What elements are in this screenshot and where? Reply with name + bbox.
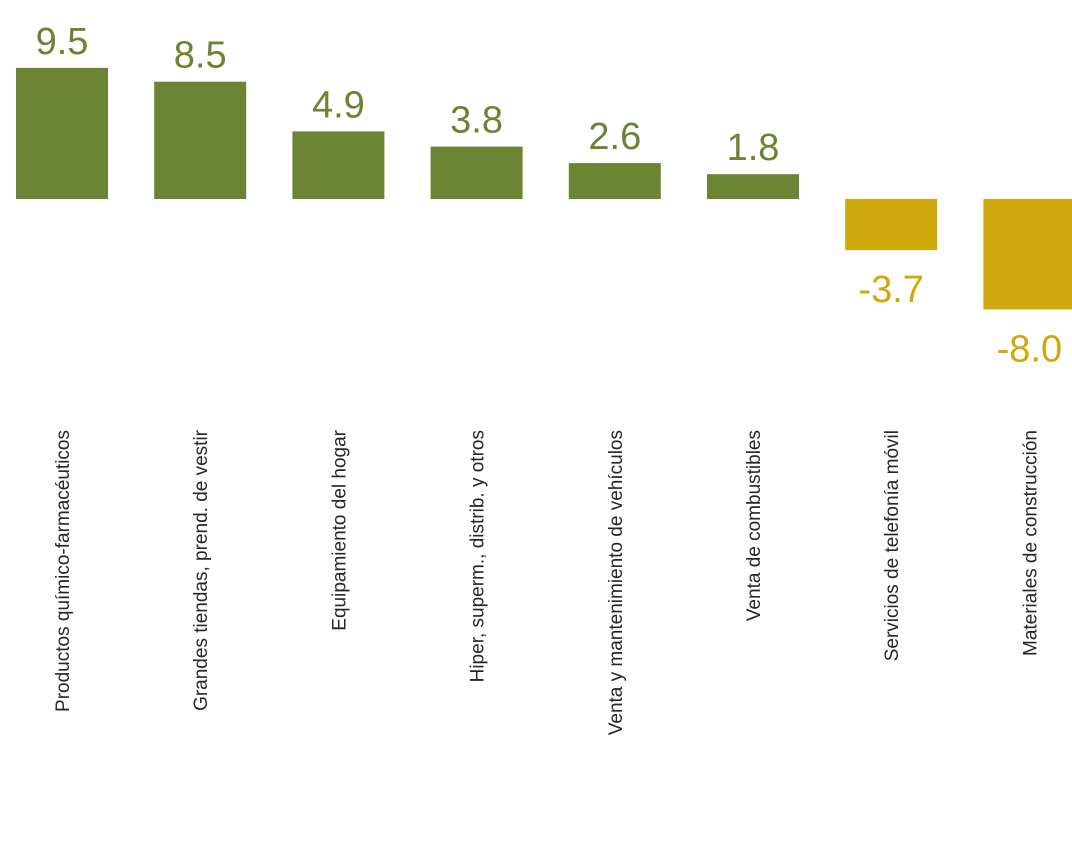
value-label-2: 8.5: [174, 35, 227, 77]
bar-3: [292, 131, 385, 199]
value-labels-group: 9.5 8.5 4.9 3.8 2.6 1.8 -3.7 -8.0: [36, 21, 1063, 370]
bar-8: [983, 199, 1072, 310]
bar-7: [845, 199, 938, 251]
value-label-6: 1.8: [727, 127, 780, 169]
category-labels-group: Productos químico-farmacéuticos Grandes t…: [53, 429, 1041, 735]
category-label-6: Venta de combustibles: [744, 430, 765, 621]
category-label-4: Hiper, superm., distrib. y otros: [468, 430, 489, 682]
bar-2: [154, 81, 247, 199]
value-label-4: 3.8: [450, 100, 503, 142]
value-label-8: -8.0: [997, 328, 1062, 370]
category-label-3: Equipamiento del hogar: [329, 429, 350, 630]
bar-6: [707, 174, 799, 199]
category-label-5: Venta y mantenimiento de vehículos: [606, 430, 627, 735]
value-label-1: 9.5: [36, 21, 89, 63]
bar-4: [430, 146, 523, 199]
bars-group: [16, 67, 1072, 310]
category-label-2: Grandes tiendas, prend. de vestir: [191, 429, 212, 711]
category-label-1: Productos químico-farmacéuticos: [53, 430, 74, 712]
category-label-8: Materiales de construcción: [1020, 430, 1041, 656]
value-label-5: 2.6: [588, 116, 641, 158]
value-label-3: 4.9: [312, 84, 365, 126]
bar-5: [568, 163, 661, 199]
value-label-7: -3.7: [858, 269, 923, 311]
category-label-7: Servicios de telefonía móvil: [882, 430, 903, 661]
bar-1: [16, 67, 108, 200]
